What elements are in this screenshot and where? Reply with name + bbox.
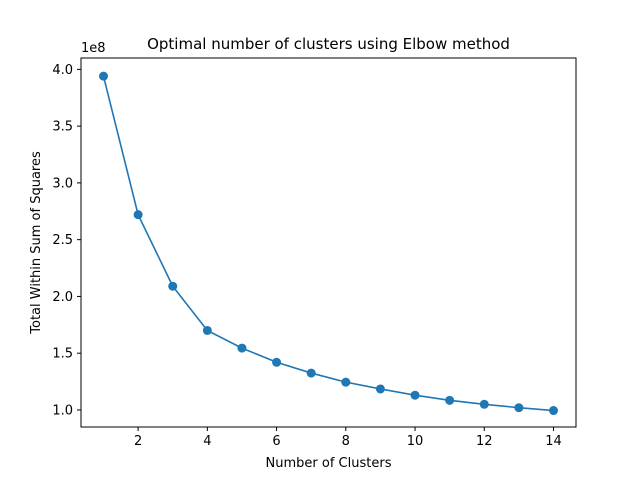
y-tick-label: 2.5 [52,233,73,248]
data-point [410,390,420,400]
y-tick-label: 3.0 [52,176,73,191]
data-point [99,71,108,81]
plot-area [99,71,558,416]
y-tick-label: 2.0 [52,290,73,305]
data-point [479,399,489,409]
x-axis-ticks: 2 4 6 8 10 12 14 [134,427,562,449]
x-tick-label: 8 [342,434,350,449]
x-tick-label: 12 [476,434,493,449]
series-line [102,75,554,412]
y-tick-label: 1.0 [52,403,73,418]
data-point [133,210,143,220]
y-axis-ticks: 1.0 1.5 2.0 2.5 3.0 3.5 4.0 [52,63,81,418]
y-tick-label: 1.5 [52,347,73,362]
data-point [445,395,455,405]
data-point [375,384,385,394]
data-point [272,357,282,367]
data-point [341,377,351,387]
x-tick-label: 2 [134,434,142,449]
data-point [237,343,247,353]
y-tick-label: 3.5 [52,120,73,135]
x-tick-label: 14 [545,434,562,449]
data-point [202,325,212,335]
data-point [514,403,524,413]
y-axis-label: Total Within Sum of Squares [29,151,44,335]
y-axis-offset-label: 1e8 [81,41,106,56]
x-axis-label: Number of Clusters [266,456,392,471]
plot-frame [80,57,577,428]
y-tick-label: 4.0 [52,63,73,78]
x-tick-label: 10 [407,434,424,449]
data-point [306,368,316,378]
data-point [168,281,178,291]
x-tick-label: 6 [272,434,280,449]
x-tick-label: 4 [203,434,211,449]
data-point [549,406,558,416]
chart-title: Optimal number of clusters using Elbow m… [147,35,510,53]
